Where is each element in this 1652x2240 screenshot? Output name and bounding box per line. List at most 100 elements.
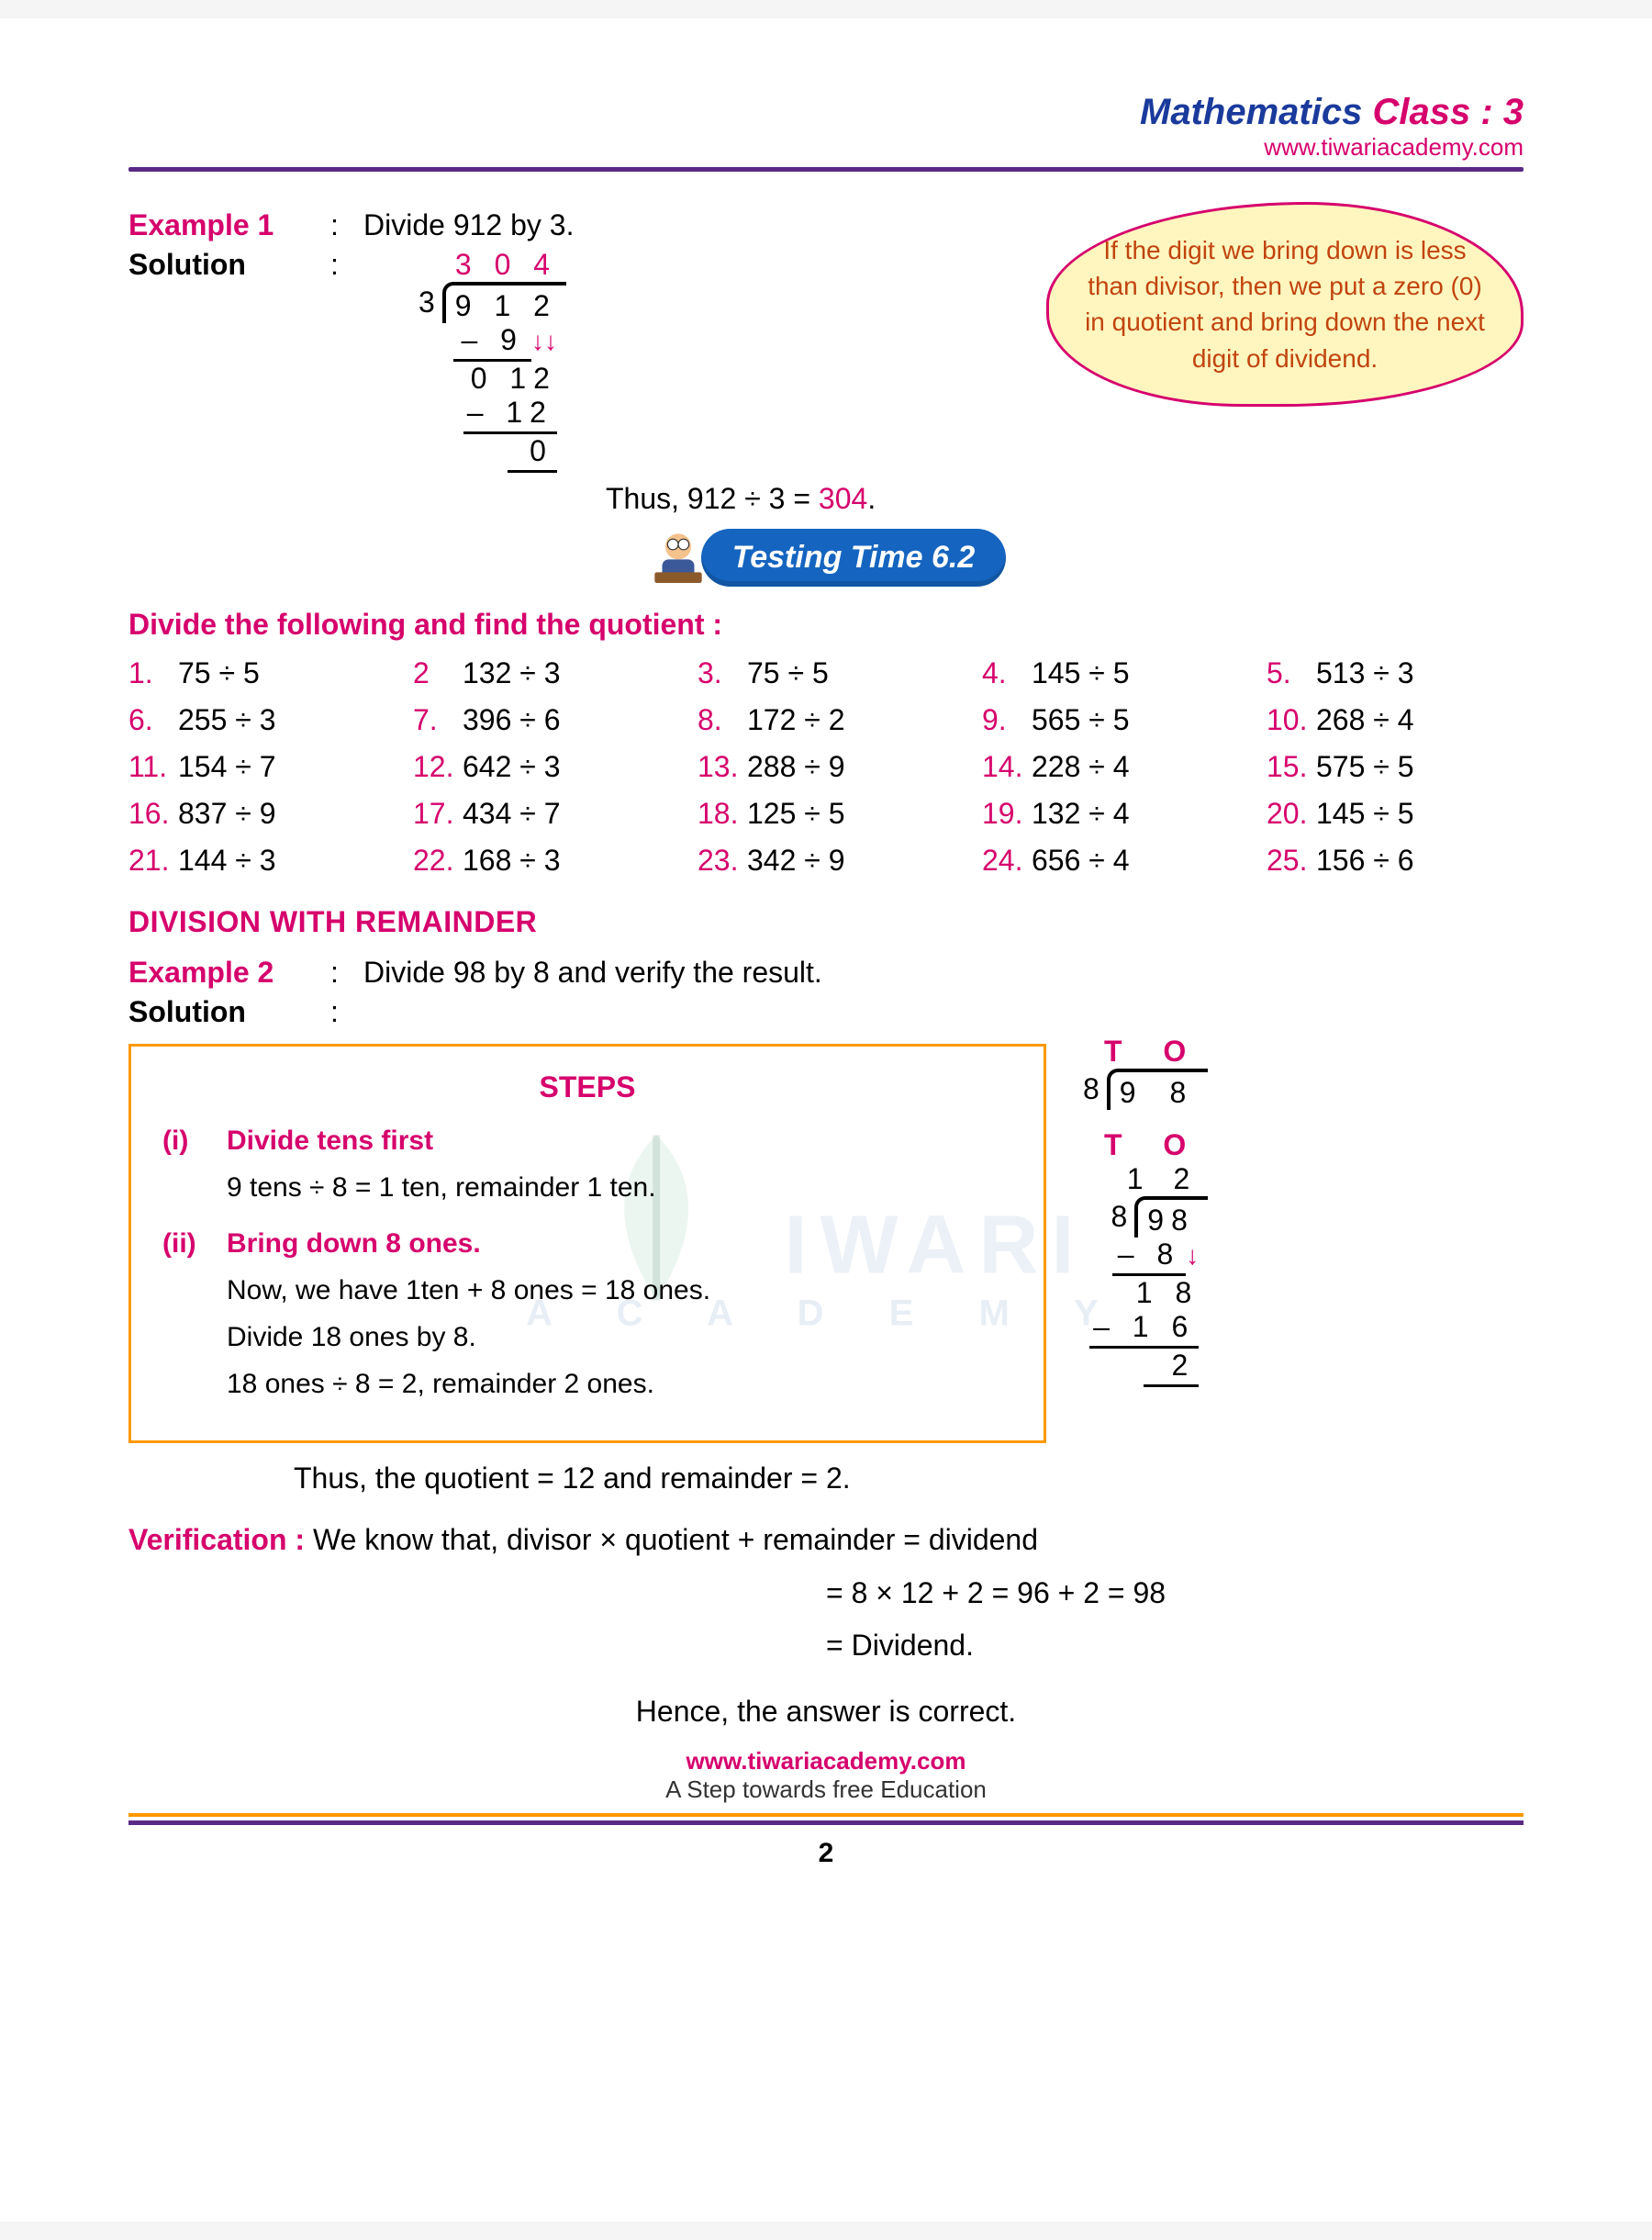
exercise-q: 575 ÷ 5: [1316, 750, 1414, 783]
verification: Verification : We know that, divisor × q…: [128, 1514, 1524, 1738]
thus-answer: 304: [819, 482, 867, 515]
step1-num: (i): [162, 1117, 227, 1211]
colon: :: [330, 956, 363, 990]
exercise-item: 8.172 ÷ 2: [698, 703, 954, 737]
example1-thus: Thus, 912 ÷ 3 = 304.: [606, 482, 1524, 516]
verif-line2: = 8 × 12 + 2 = 96 + 2 = 98: [826, 1567, 1524, 1620]
exercise-q: 837 ÷ 9: [178, 797, 276, 830]
header-title-prefix: Mathematics: [1140, 92, 1372, 132]
exercise-num: 3.: [698, 656, 747, 690]
exercise-num: 8.: [698, 703, 747, 737]
exercise-item: 15.575 ÷ 5: [1267, 750, 1524, 784]
exercise-q: 434 ÷ 7: [463, 797, 561, 830]
exercise-q: 75 ÷ 5: [747, 656, 829, 689]
exercise-item: 1.75 ÷ 5: [128, 656, 385, 690]
verif-line3: = Dividend.: [826, 1619, 1524, 1673]
exercise-num: 12.: [413, 750, 463, 784]
footer-link: www.tiwariacademy.com: [128, 1747, 1524, 1775]
exercise-num: 17.: [413, 797, 463, 831]
exercise-num: 21.: [128, 844, 178, 878]
conclusion: Thus, the quotient = 12 and remainder = …: [294, 1462, 1524, 1495]
colon: :: [330, 248, 363, 282]
step1-head: Divide tens first: [227, 1117, 656, 1164]
exercise-q: 75 ÷ 5: [178, 656, 260, 689]
verif-label: Verification :: [128, 1523, 313, 1556]
example2-label: Example 2: [128, 956, 330, 990]
exercise-item: 13.288 ÷ 9: [698, 750, 954, 784]
exercise-q: 228 ÷ 4: [1032, 750, 1130, 783]
colon: :: [330, 208, 363, 242]
exercise-num: 18.: [698, 797, 747, 831]
ld-dividend: 9 1 2: [442, 282, 566, 323]
exercise-q: 288 ÷ 9: [747, 750, 845, 783]
solution2-label: Solution: [128, 995, 330, 1029]
arrow-down-icon: ↓: [1186, 1241, 1199, 1270]
step2-head: Bring down 8 ones.: [227, 1220, 710, 1267]
step2-num: (ii): [162, 1220, 227, 1407]
footer: www.tiwariacademy.com A Step towards fre…: [128, 1747, 1524, 1869]
exercise-item: 12.642 ÷ 3: [413, 750, 670, 784]
example2-row: Example 2 : Divide 98 by 8 and verify th…: [128, 956, 1524, 990]
exercise-q: 145 ÷ 5: [1316, 797, 1414, 830]
exercise-item: 24.656 ÷ 4: [982, 844, 1239, 878]
exercise-q: 172 ÷ 2: [747, 703, 845, 736]
banner-text: Testing Time 6.2: [701, 529, 1007, 587]
exercise-num: 6.: [128, 703, 178, 737]
ld-step4: 0: [508, 434, 557, 473]
exercise-item: 20.145 ÷ 5: [1267, 797, 1524, 831]
exercise-num: 24.: [982, 844, 1032, 878]
exercise-item: 7.396 ÷ 6: [413, 703, 670, 737]
exercise-q: 144 ÷ 3: [178, 844, 276, 877]
page-header: Mathematics Class : 3 www.tiwariacademy.…: [128, 92, 1524, 172]
sw1-divisor: 8: [1083, 1069, 1107, 1106]
exercise-item: 11.154 ÷ 7: [128, 750, 385, 784]
exercise-num: 22.: [413, 844, 463, 878]
tip-callout: If the digit we bring down is less than …: [1046, 202, 1524, 407]
exercise-num: 7.: [413, 703, 463, 737]
steps-title: STEPS: [162, 1070, 1012, 1104]
example1-label: Example 1: [128, 208, 330, 242]
exercise-item: 3.75 ÷ 5: [698, 656, 954, 690]
exercise-item: 25.156 ÷ 6: [1267, 844, 1524, 878]
thus-suffix: .: [867, 482, 876, 515]
exercise-item: 5.513 ÷ 3: [1267, 656, 1524, 690]
exercise-item: 17.434 ÷ 7: [413, 797, 670, 831]
exercise-num: 13.: [698, 750, 747, 784]
exercise-item: 22.168 ÷ 3: [413, 844, 670, 878]
exercise-num: 9.: [982, 703, 1032, 737]
exercise-q: 656 ÷ 4: [1032, 844, 1130, 877]
exercise-num: 10.: [1267, 703, 1316, 737]
exercise-grid: 1.75 ÷ 52132 ÷ 33.75 ÷ 54.145 ÷ 55.513 ÷…: [128, 656, 1524, 878]
exercise-num: 25.: [1267, 844, 1316, 878]
footer-rules: [128, 1813, 1524, 1825]
exercise-q: 168 ÷ 3: [463, 844, 561, 877]
testing-banner: Testing Time 6.2: [128, 525, 1524, 589]
verif-line1: We know that, divisor × quotient + remai…: [313, 1523, 1038, 1556]
step2-b2: Divide 18 ones by 8.: [227, 1314, 710, 1361]
ld-step3: – 12: [463, 396, 557, 434]
exercise-item: 16.837 ÷ 9: [128, 797, 385, 831]
verif-final: Hence, the answer is correct.: [128, 1686, 1524, 1739]
side-work: T O 8 9 8 T O 1 2 8 98 – 8↓ 1 8 – 1 6 2: [1083, 1035, 1208, 1387]
exercise-num: 16.: [128, 797, 178, 831]
sw2-s1: – 8: [1112, 1238, 1186, 1276]
long-division-1: 3 0 4 3 9 1 2 – 9↓↓ 0 12 – 12 0: [419, 248, 566, 473]
exercise-num: 2: [413, 656, 463, 690]
callout-text: If the digit we bring down is less than …: [1085, 236, 1485, 373]
to-label-2: T O: [1083, 1128, 1208, 1162]
ld-divisor: 3: [419, 282, 442, 319]
exercise-q: 396 ÷ 6: [463, 703, 561, 736]
exercise-item: 2132 ÷ 3: [413, 656, 670, 690]
exercise-item: 14.228 ÷ 4: [982, 750, 1239, 784]
solution-label: Solution: [128, 248, 330, 282]
arrow-down-icon: ↓↓: [531, 327, 557, 355]
sw2-s2: 1 8: [1083, 1276, 1208, 1310]
exercise-num: 11.: [128, 750, 178, 784]
exercise-num: 1.: [128, 656, 178, 690]
exercise-item: 18.125 ÷ 5: [698, 797, 954, 831]
exercise-item: 4.145 ÷ 5: [982, 656, 1239, 690]
ld-step1: – 9: [453, 323, 530, 362]
exercise-num: 14.: [982, 750, 1032, 784]
exercise-q: 145 ÷ 5: [1032, 656, 1130, 689]
section2-title: DIVISION WITH REMAINDER: [128, 905, 1524, 939]
